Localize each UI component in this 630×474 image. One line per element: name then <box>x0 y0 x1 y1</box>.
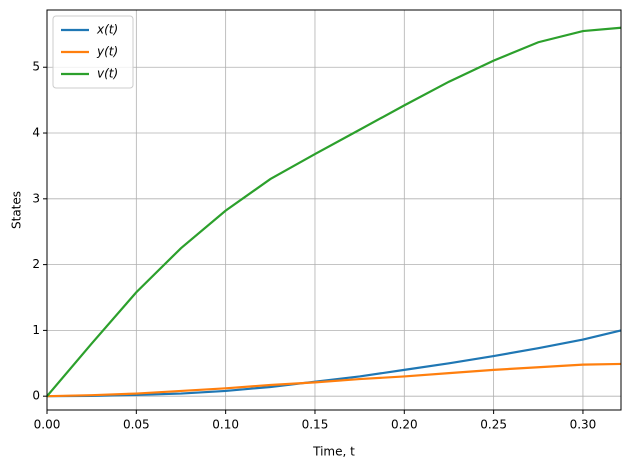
y-tick-label: 4 <box>32 126 40 140</box>
legend: x(t) y(t) v(t) <box>52 15 134 89</box>
legend-label: x(t) <box>96 23 118 37</box>
x-tick-label: 0.15 <box>302 418 329 432</box>
data-line <box>46 26 622 397</box>
data-line <box>46 329 622 398</box>
data-line <box>46 362 622 398</box>
x-tick-label: 0.25 <box>480 418 507 432</box>
y-tick-label: 3 <box>32 191 40 205</box>
legend-label: v(t) <box>97 67 118 81</box>
y-tick-label: 2 <box>32 257 40 271</box>
y-axis-label: States <box>10 191 24 229</box>
legend-label: y(t) <box>96 45 118 59</box>
x-tick-label: 0.20 <box>391 418 418 432</box>
plot-frame <box>46 9 622 411</box>
x-tick-label: 0.10 <box>212 418 239 432</box>
y-tick-label: 0 <box>32 389 40 403</box>
legend-box <box>52 15 134 89</box>
x-tick-label: 0.30 <box>570 418 597 432</box>
y-tick-label: 5 <box>32 60 40 74</box>
y-tick-label: 1 <box>32 323 40 337</box>
x-tick-label: 0.00 <box>34 418 61 432</box>
x-tick-label: 0.05 <box>123 418 150 432</box>
x-axis-label: Time, t <box>312 445 355 459</box>
